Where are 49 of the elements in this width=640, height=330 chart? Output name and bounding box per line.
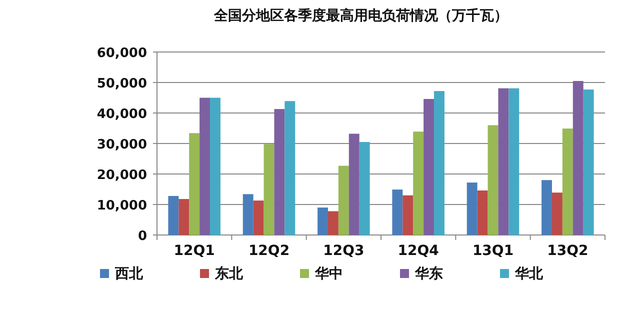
bar xyxy=(583,90,594,235)
bar xyxy=(338,166,349,235)
legend-label: 华中 xyxy=(314,266,343,282)
x-tick-label: 12Q3 xyxy=(323,243,364,259)
bar xyxy=(402,195,414,235)
x-tick-label: 13Q1 xyxy=(472,243,514,259)
bar xyxy=(413,132,424,235)
bar xyxy=(359,142,370,235)
y-tick-label: 0 xyxy=(138,229,147,244)
bar xyxy=(189,133,200,235)
x-tick-label: 13Q2 xyxy=(547,243,588,259)
bar xyxy=(572,80,584,235)
bar xyxy=(210,98,220,235)
x-tick-label: 12Q4 xyxy=(398,243,440,259)
bar xyxy=(328,211,338,235)
bar xyxy=(552,192,562,235)
bar xyxy=(488,125,498,235)
bar xyxy=(178,199,190,235)
legend-label: 华北 xyxy=(514,266,544,282)
bar xyxy=(542,180,552,235)
x-tick-label: 12Q2 xyxy=(248,243,290,259)
legend-label: 华东 xyxy=(414,265,443,282)
y-tick-label: 10,000 xyxy=(96,198,147,214)
bar xyxy=(477,190,488,235)
y-tick-label: 30,000 xyxy=(96,138,147,152)
chart-title: 全国分地区各季度最高用电负荷情况（万千瓦） xyxy=(213,7,508,24)
bar xyxy=(242,194,254,235)
legend-label: 西北 xyxy=(114,266,144,282)
bar xyxy=(434,91,444,235)
y-tick-label: 40,000 xyxy=(96,107,147,122)
y-tick-label: 60,000 xyxy=(96,46,147,61)
bar xyxy=(562,128,573,235)
bar xyxy=(274,109,285,235)
bar xyxy=(424,98,434,235)
bar xyxy=(348,134,360,235)
bar xyxy=(284,101,296,235)
bar xyxy=(392,190,403,235)
bar xyxy=(200,98,210,235)
x-tick-label: 12Q1 xyxy=(174,243,215,259)
y-tick-label: 50,000 xyxy=(96,76,147,92)
bar xyxy=(498,88,509,235)
bar xyxy=(508,88,520,235)
bar xyxy=(264,144,274,235)
y-tick-label: 20,000 xyxy=(96,168,147,183)
legend-label: 东北 xyxy=(214,265,244,282)
bar xyxy=(253,200,264,235)
bar xyxy=(168,196,179,235)
bar xyxy=(466,182,478,235)
bar xyxy=(318,208,328,235)
